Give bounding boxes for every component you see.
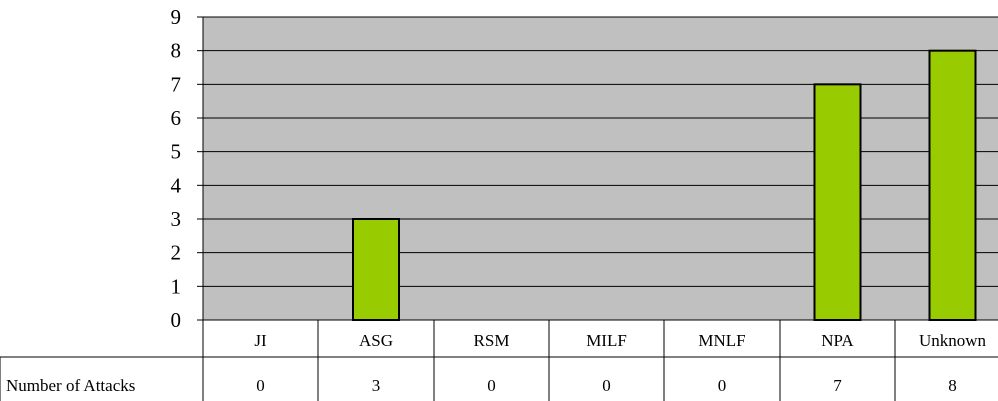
gridlines	[197, 16, 998, 321]
data-table: Number of Attacks JI 0 ASG 3 RSM 0 MILF 0 MNLF 0 N…	[0, 319, 998, 401]
y-tick-label: 7	[171, 72, 182, 96]
y-tick-label: 1	[171, 274, 182, 298]
y-tick-label: 2	[171, 241, 182, 265]
series-name-cell: Number of Attacks	[6, 376, 135, 395]
y-tick-label: 4	[171, 173, 182, 197]
y-tick-label: 8	[171, 39, 182, 63]
x-category-label: NPA	[821, 331, 854, 350]
table-value-cell: 0	[718, 376, 727, 395]
y-tick-label: 0	[171, 308, 182, 332]
x-category-label: RSM	[474, 331, 510, 350]
table-value-cell: 0	[602, 376, 611, 395]
x-category-label: Unknown	[919, 331, 987, 350]
bars	[352, 49, 977, 322]
x-category-label: JI	[254, 331, 267, 350]
x-category-label: MILF	[586, 331, 627, 350]
x-category-label: ASG	[359, 331, 393, 350]
y-tick-label: 5	[171, 140, 182, 164]
y-tick-label: 9	[171, 5, 182, 29]
table-value-cell: 0	[256, 376, 265, 395]
table-value-cell: 7	[833, 376, 842, 395]
table-value-cell: 3	[372, 376, 381, 395]
table-value-cell: 8	[948, 376, 957, 395]
plot-area	[203, 17, 998, 320]
bar	[928, 49, 977, 322]
y-tick-label: 3	[171, 207, 182, 231]
table-value-cell: 0	[487, 376, 496, 395]
bar	[813, 83, 862, 322]
bar	[352, 218, 400, 321]
y-axis-tick-labels: 0 1 2 3 4 5 6 7 8 9	[171, 5, 182, 332]
x-category-label: MNLF	[698, 331, 745, 350]
y-tick-label: 6	[171, 106, 182, 130]
